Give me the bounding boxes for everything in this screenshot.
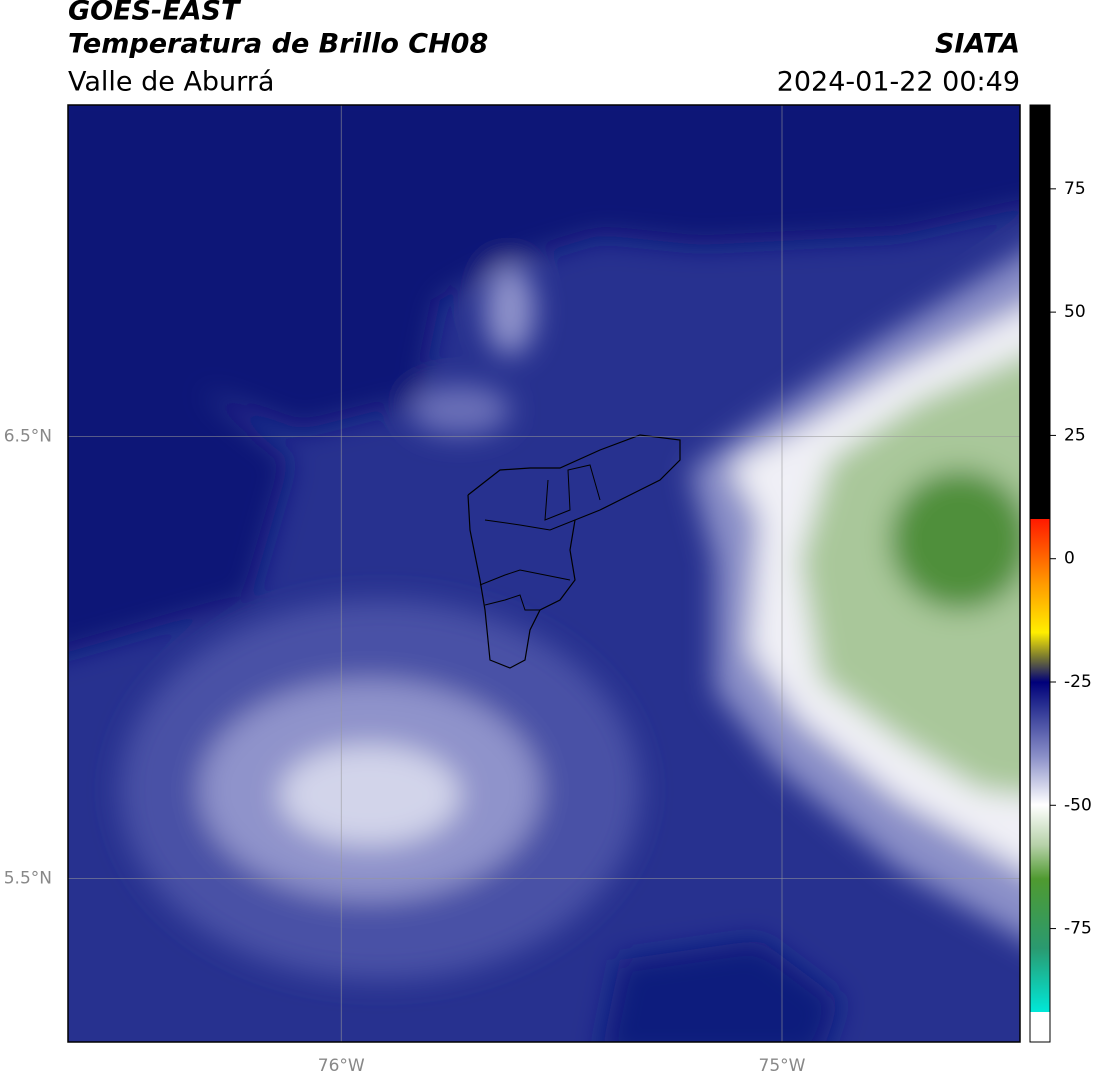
municipality-borders (484, 519, 576, 531)
colorbar-tick-label: 25 (1064, 425, 1086, 445)
map-frame (67, 104, 1021, 1043)
region: Valle de Aburrá (68, 67, 274, 98)
datetime: 2024-01-22 00:49 (777, 67, 1020, 98)
municipality-borders (544, 464, 601, 521)
x-tick-label: 75°W (759, 1056, 806, 1076)
colorbar-tick-label: -50 (1064, 795, 1092, 815)
satellite-image (68, 105, 1020, 1042)
municipality-borders (484, 594, 540, 611)
municipality-borders (467, 434, 681, 669)
title: GOES-EAST (68, 0, 242, 27)
x-tick-label: 76°W (318, 1056, 365, 1076)
colorbar-tick-label: -25 (1064, 672, 1092, 692)
source: SIATA (935, 29, 1020, 60)
colorbar-tick-label: 50 (1064, 302, 1086, 322)
y-tick-label: 5.5°N (4, 868, 52, 888)
y-tick-label: 6.5°N (4, 426, 52, 446)
colorbar-tick-label: 0 (1064, 549, 1075, 569)
subtitle: Temperatura de Brillo CH08 (68, 29, 488, 60)
municipality-borders (479, 569, 571, 586)
colorbar-tick-label: -75 (1064, 919, 1092, 939)
colorbar-tick-label: 75 (1064, 179, 1086, 199)
colorbar (1029, 104, 1051, 1043)
